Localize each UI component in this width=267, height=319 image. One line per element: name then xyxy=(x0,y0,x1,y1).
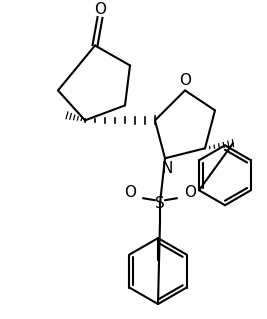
Text: O: O xyxy=(124,185,136,200)
Text: O: O xyxy=(94,2,106,17)
Text: O: O xyxy=(184,185,196,200)
Text: S: S xyxy=(155,196,165,211)
Text: N: N xyxy=(161,161,173,176)
Text: O: O xyxy=(179,73,191,88)
